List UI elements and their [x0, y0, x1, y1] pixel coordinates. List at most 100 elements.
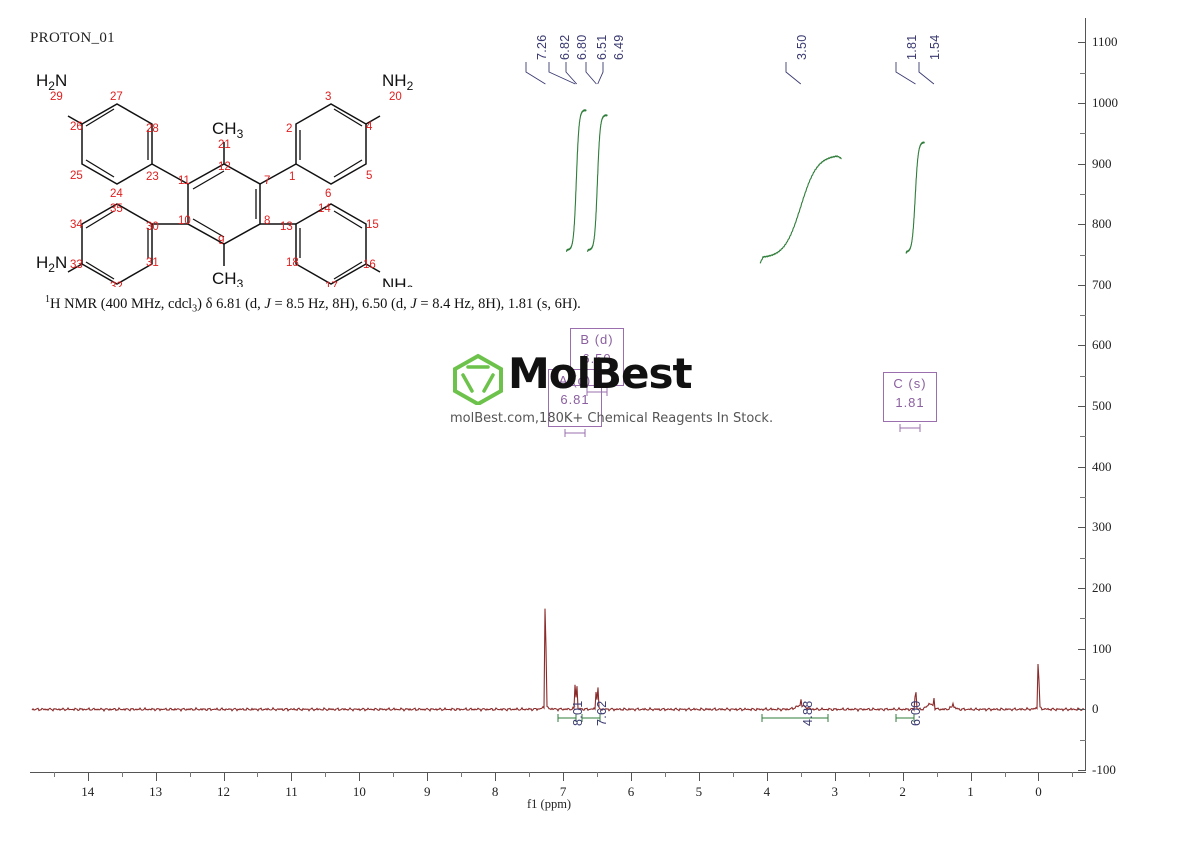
svg-text:32: 32: [110, 281, 123, 287]
caption-text-1: H NMR (400 MHz, cdcl: [50, 295, 193, 312]
svg-text:21: 21: [218, 139, 231, 151]
caption-superscript: 1: [45, 294, 50, 305]
x-axis-minor-tick: [732, 772, 734, 777]
svg-text:17: 17: [325, 281, 338, 287]
y-axis-tick-label: 400: [1092, 458, 1112, 474]
x-axis-tick: [359, 772, 361, 781]
svg-text:28: 28: [146, 123, 159, 135]
y-axis-minor-tick: [1080, 557, 1086, 559]
caption-text-4: = 8.4 Hz, 8H), 1.81 (s, 6H).: [416, 295, 581, 312]
multiplet-name: B (d): [580, 332, 614, 347]
caption-text-2: ) δ 6.81 (d,: [197, 295, 265, 312]
svg-text:8: 8: [264, 215, 270, 227]
caption-subscript: 3: [192, 303, 198, 315]
multiplet-shift: 6.81: [560, 391, 590, 407]
peak-label: 1.54: [928, 34, 942, 60]
x-axis-tick-label: 7: [559, 784, 567, 799]
y-axis-minor-tick: [1080, 739, 1086, 741]
svg-text:24: 24: [110, 188, 123, 200]
multiplet-box[interactable]: A (d) 6.81: [548, 369, 602, 427]
y-axis-tick: [1078, 406, 1086, 408]
x-axis-tick: [427, 772, 429, 781]
multiplet-box[interactable]: B (d) 6.50: [570, 328, 624, 386]
svg-text:13: 13: [280, 221, 293, 233]
ch3-label-bottom: CH3: [212, 269, 244, 287]
svg-text:31: 31: [146, 257, 159, 269]
x-axis-minor-tick: [393, 772, 395, 777]
y-axis-tick-label: 0: [1092, 701, 1099, 717]
y-axis-tick: [1078, 770, 1086, 771]
y-axis-tick: [1078, 102, 1086, 104]
integral-value-label: 8.01: [571, 700, 585, 726]
x-axis-tick-label: 3: [831, 784, 838, 799]
svg-text:1: 1: [289, 171, 295, 183]
x-axis-tick: [834, 772, 836, 781]
x-axis-tick: [495, 772, 497, 781]
x-axis-minor-tick: [1072, 772, 1074, 777]
x-axis-tick-label: 4: [763, 784, 771, 799]
svg-text:9: 9: [218, 235, 224, 247]
y-axis-tick-label: 500: [1092, 398, 1112, 414]
x-axis-tick: [902, 772, 904, 781]
y-axis-minor-tick: [1080, 679, 1086, 681]
x-axis-minor-tick: [257, 772, 259, 777]
x-axis-tick-label: 2: [899, 784, 906, 799]
nh2-label-bottom-left: H2N: [36, 253, 67, 275]
x-axis-minor-tick: [597, 772, 599, 777]
integral-value-label: 6.00: [909, 700, 923, 726]
y-axis-minor-tick: [1080, 133, 1086, 135]
x-axis-tick-label: 9: [424, 784, 431, 799]
x-axis-tick-label: 0: [1035, 784, 1042, 799]
svg-text:15: 15: [366, 219, 379, 231]
atom-number-group: 1 2 3 4 5 6 7 8 9 10 11 12 13 14 15 16 1…: [50, 91, 402, 287]
x-axis-minor-tick: [664, 772, 666, 777]
y-axis-tick: [1078, 648, 1086, 650]
x-axis-title: f1 (ppm): [527, 797, 572, 811]
nmr-caption: 1H NMR (400 MHz, cdcl3) δ 6.81 (d, J = 8…: [45, 294, 581, 315]
x-axis-minor-tick: [529, 772, 531, 777]
svg-text:12: 12: [218, 161, 231, 173]
x-axis-tick-label: 8: [491, 784, 499, 799]
peak-label: 6.82: [558, 34, 572, 60]
x-axis-tick-label: 5: [695, 784, 703, 799]
x-axis-minor-tick: [189, 772, 191, 777]
x-axis-tick-label: 1: [967, 784, 974, 799]
y-axis-minor-tick: [1080, 375, 1086, 377]
multiplet-box[interactable]: C (s) 1.81: [883, 372, 937, 422]
y-axis-tick-label: -100: [1092, 762, 1116, 777]
y-axis-tick-label: 1100: [1092, 34, 1118, 50]
svg-text:34: 34: [70, 219, 83, 231]
x-axis-tick-label: 10: [352, 784, 366, 799]
y-axis-tick: [1078, 284, 1086, 286]
peak-label: 7.26: [535, 34, 549, 60]
y-axis-tick: [1078, 345, 1086, 347]
x-axis-tick-label: 13: [149, 784, 163, 799]
y-axis-minor-tick: [1080, 315, 1086, 317]
y-axis-tick-label: 300: [1092, 519, 1112, 535]
y-axis-minor-tick: [1080, 618, 1086, 620]
y-axis-tick-label: 600: [1092, 337, 1112, 353]
x-axis-tick: [631, 772, 632, 781]
x-axis-minor-tick: [1004, 772, 1006, 777]
multiplet-shift: 1.81: [895, 394, 925, 410]
svg-text:26: 26: [70, 121, 83, 133]
peak-label: 6.49: [612, 34, 626, 60]
svg-text:4: 4: [366, 121, 373, 133]
x-axis-tick: [766, 772, 768, 781]
y-axis-tick-label: 800: [1092, 216, 1112, 232]
svg-text:6: 6: [325, 188, 331, 200]
x-axis-tick: [155, 772, 157, 781]
svg-text:33: 33: [70, 259, 83, 271]
svg-text:30: 30: [146, 221, 159, 233]
svg-text:20: 20: [389, 91, 402, 103]
svg-text:29: 29: [50, 91, 63, 103]
multiplet-name: C (s): [893, 376, 927, 391]
x-axis-minor-tick: [868, 772, 870, 777]
x-axis-tick: [87, 772, 89, 781]
svg-text:7: 7: [264, 175, 270, 187]
multiplet-shift: 6.50: [582, 350, 612, 366]
y-axis-tick-label: 900: [1092, 155, 1112, 171]
x-axis-minor-tick: [461, 772, 463, 777]
